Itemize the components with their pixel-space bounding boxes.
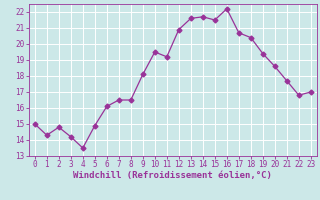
X-axis label: Windchill (Refroidissement éolien,°C): Windchill (Refroidissement éolien,°C) [73,171,272,180]
